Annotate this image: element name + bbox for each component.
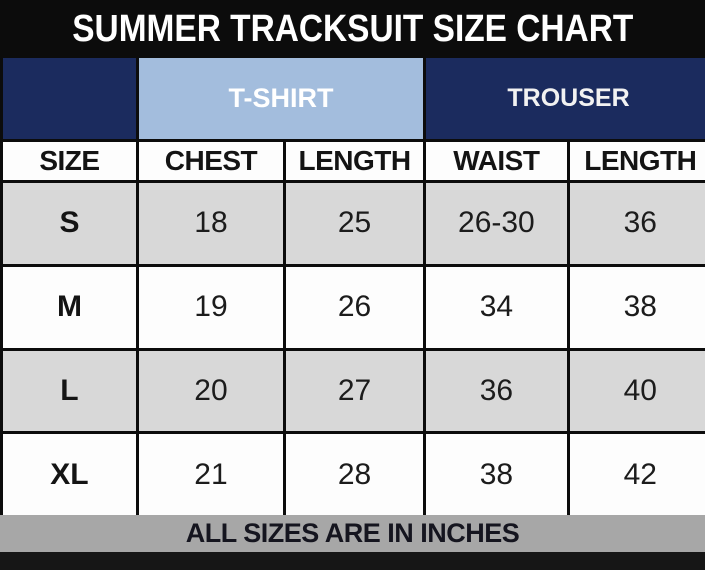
value-cell: 38 [569, 266, 705, 348]
bottom-strip [0, 552, 705, 570]
col-header-size: SIZE [3, 142, 136, 180]
size-table: T-SHIRT TROUSER SIZE CHEST LENGTH WAIST … [3, 58, 705, 515]
footer-note: ALL SIZES ARE IN INCHES [185, 518, 520, 548]
col-header-trouser-length: LENGTH [569, 142, 705, 180]
col-header-tshirt-length: LENGTH [285, 142, 424, 180]
value-cell: 26 [285, 266, 424, 348]
value-cell: 40 [569, 350, 705, 432]
value-cell: 28 [285, 434, 424, 515]
value-cell: 36 [569, 183, 705, 264]
table-area: T-SHIRT TROUSER SIZE CHEST LENGTH WAIST … [0, 58, 705, 515]
size-cell: M [3, 266, 136, 348]
value-cell: 21 [138, 434, 283, 515]
value-cell: 19 [138, 266, 283, 348]
group-header-trouser: TROUSER [426, 58, 705, 139]
group-header-tshirt: T-SHIRT [138, 58, 424, 139]
chart-title: SUMMER TRACKSUIT SIZE CHART [71, 7, 634, 50]
col-header-chest: CHEST [138, 142, 283, 180]
size-cell: XL [3, 434, 136, 515]
col-header-waist: WAIST [426, 142, 567, 180]
value-cell: 18 [138, 183, 283, 264]
title-bar: SUMMER TRACKSUIT SIZE CHART [0, 0, 705, 58]
value-cell: 36 [426, 350, 567, 432]
size-cell: S [3, 183, 136, 264]
value-cell: 38 [426, 434, 567, 515]
value-cell: 25 [285, 183, 424, 264]
group-header-blank [3, 58, 136, 139]
value-cell: 26-30 [426, 183, 567, 264]
value-cell: 20 [138, 350, 283, 432]
size-cell: L [3, 350, 136, 432]
value-cell: 34 [426, 266, 567, 348]
value-cell: 42 [569, 434, 705, 515]
value-cell: 27 [285, 350, 424, 432]
footer-bar: ALL SIZES ARE IN INCHES [0, 515, 705, 552]
